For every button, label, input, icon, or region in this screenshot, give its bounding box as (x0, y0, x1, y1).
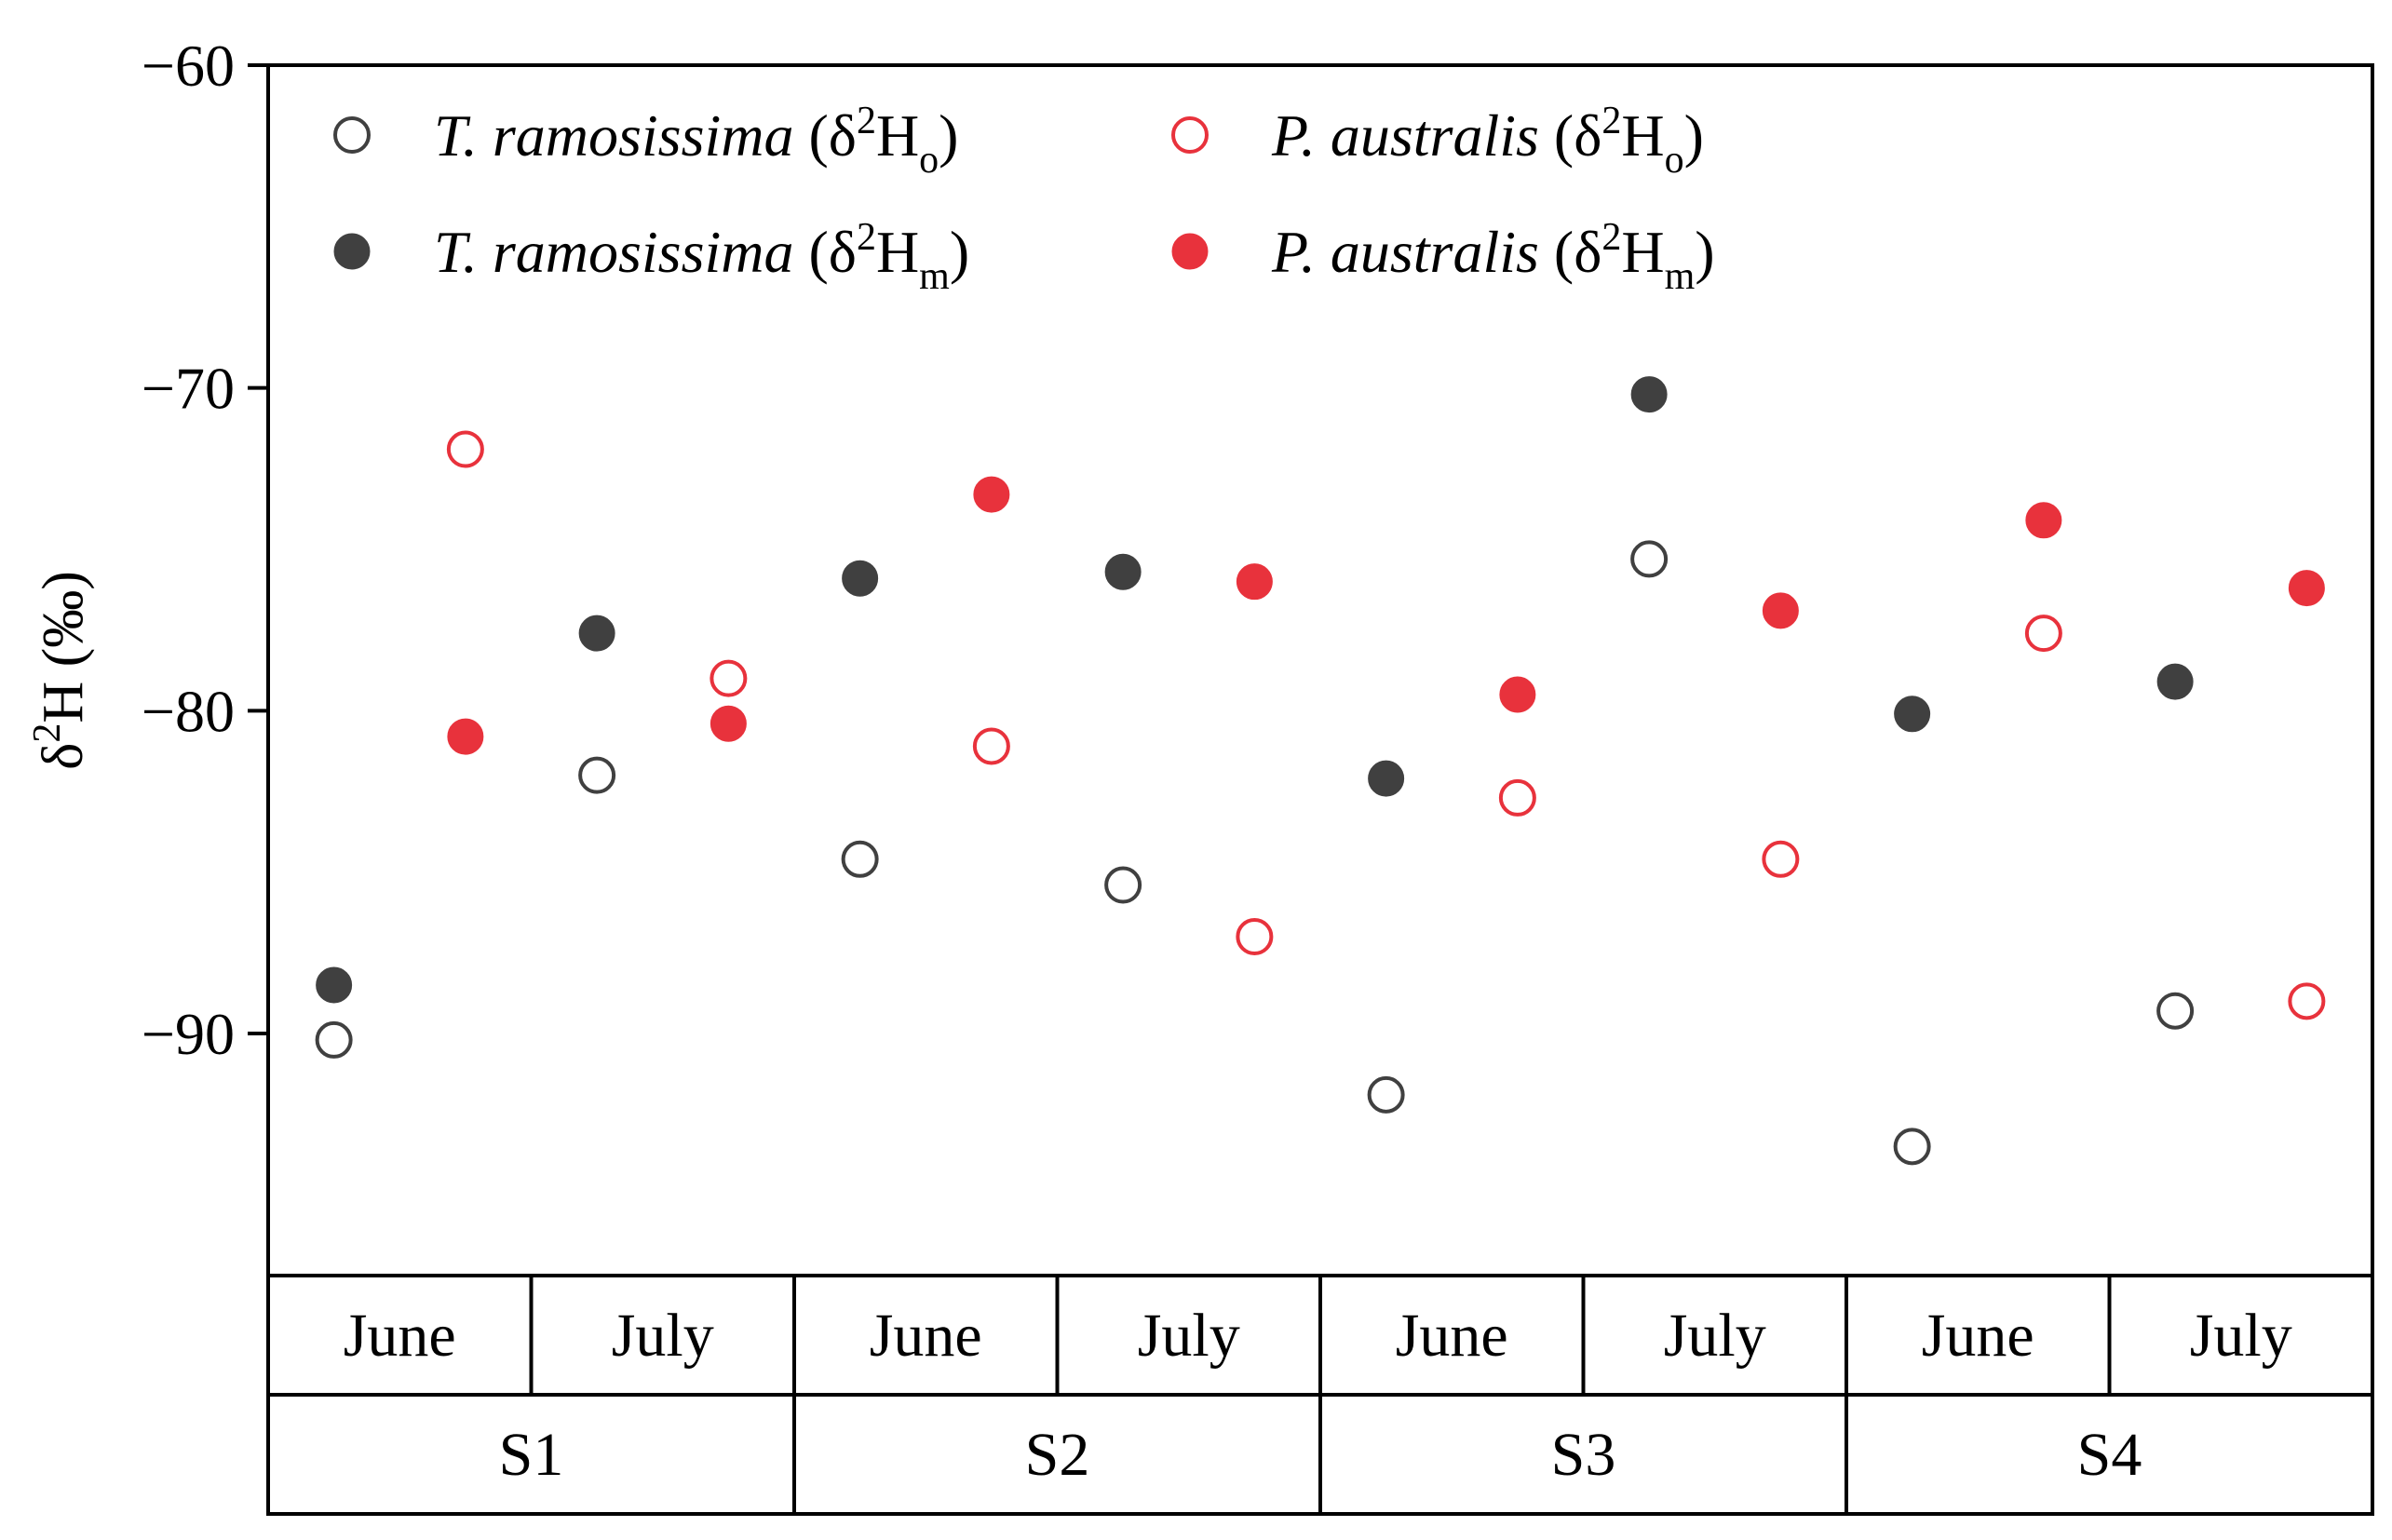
data-point (447, 718, 484, 755)
month-label: July (1664, 1302, 1766, 1370)
data-points (315, 376, 2326, 1166)
site-label: S3 (1551, 1421, 1616, 1489)
data-point (1104, 553, 1142, 590)
data-point (842, 560, 879, 597)
data-point (1630, 540, 1669, 578)
data-point (1762, 592, 1799, 629)
data-point (1236, 563, 1273, 601)
series-pa_o (446, 430, 2326, 1020)
data-point (1894, 696, 1931, 733)
month-label: June (1922, 1302, 2034, 1370)
y-tick-label: −70 (142, 356, 235, 422)
month-label: June (870, 1302, 982, 1370)
category-table: June July June July June July June July S1 S2 S3 S4 (344, 1302, 2292, 1489)
site-label: S2 (1025, 1421, 1090, 1489)
month-label: July (2190, 1302, 2292, 1370)
data-point (2288, 982, 2326, 1020)
legend-marker (1171, 116, 1209, 154)
data-point (709, 705, 747, 742)
y-axis-label: δ2H (‰) (26, 571, 95, 770)
data-point (2024, 615, 2062, 653)
legend-marker (1171, 233, 1209, 270)
legend: T. ramosissima (δ2Ho) P. australis (δ2Ho)… (333, 100, 1715, 298)
series-tr_o (315, 540, 2195, 1166)
data-point (578, 615, 615, 652)
data-point (2156, 663, 2194, 700)
data-point (1367, 1075, 1405, 1114)
data-point (1368, 760, 1405, 797)
data-point (709, 659, 748, 697)
data-point (1236, 918, 1274, 955)
data-point (1104, 866, 1142, 904)
y-axis: −60 −70 −80 −90 (142, 33, 268, 1067)
data-point (1893, 1128, 1931, 1166)
data-point (2156, 992, 2195, 1030)
y-tick-label: −90 (142, 1001, 235, 1067)
series-pa_m (447, 476, 2325, 755)
data-point (316, 966, 353, 1004)
legend-label: T. ramosissima (δ2Ho) (434, 100, 958, 182)
data-point (315, 1020, 353, 1059)
series-tr_m (316, 376, 2194, 1004)
data-point (2025, 502, 2062, 539)
y-tick-label: −80 (142, 678, 235, 744)
data-point (841, 840, 879, 878)
legend-marker (333, 116, 371, 154)
data-point (446, 430, 484, 468)
data-point (1762, 840, 1800, 878)
legend-label: P. australis (δ2Ho) (1271, 100, 1704, 182)
month-label: June (1396, 1302, 1508, 1370)
month-label: June (344, 1302, 456, 1370)
data-point (1499, 676, 1536, 713)
legend-label: T. ramosissima (δ2Hm) (434, 216, 969, 298)
data-point (1630, 376, 1668, 413)
month-label: July (612, 1302, 714, 1370)
data-point (2288, 570, 2325, 607)
data-point (972, 727, 1010, 765)
data-point (1498, 778, 1536, 817)
y-tick-label: −60 (142, 33, 235, 99)
site-label: S4 (2077, 1421, 2142, 1489)
month-label: July (1138, 1302, 1240, 1370)
legend-marker (333, 233, 371, 270)
y-axis-label-text: δ2H (‰) (26, 571, 95, 770)
legend-label: P. australis (δ2Hm) (1271, 216, 1715, 298)
plot-frame (266, 63, 2374, 1516)
site-label: S1 (499, 1421, 564, 1489)
data-point (578, 756, 616, 794)
data-point (973, 476, 1010, 513)
